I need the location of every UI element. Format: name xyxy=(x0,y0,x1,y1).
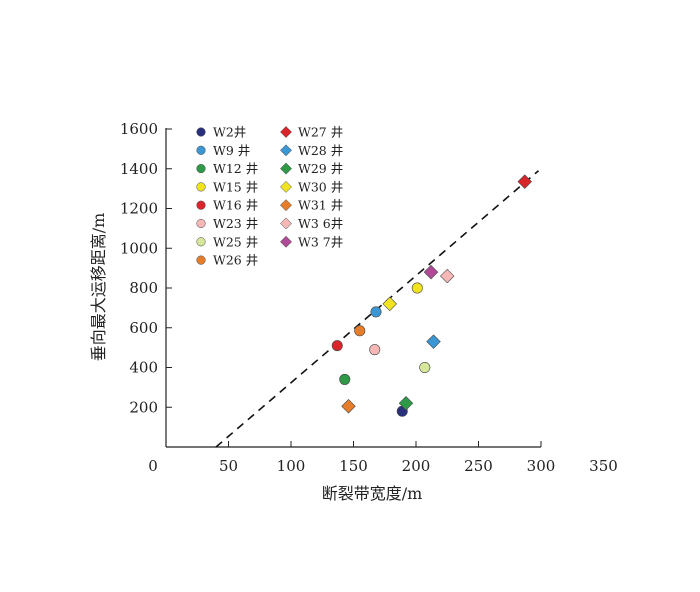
x-axis-title: 断裂带宽度/m xyxy=(322,484,423,503)
y-tick-label: 1600 xyxy=(120,120,158,138)
x-tick-label: 100 xyxy=(277,457,306,475)
legend-entry-w25: W25 井 xyxy=(196,234,258,249)
legend-marker xyxy=(196,200,206,210)
axes: 0 50 100 150 200 250 300 350 200 400 600 800 1000 120… xyxy=(89,120,618,503)
legend-label: W23 井 xyxy=(213,216,258,231)
legend-entry-w16: W16 井 xyxy=(196,198,258,213)
legend-label: W2井 xyxy=(213,125,246,140)
legend-marker xyxy=(196,164,206,174)
legend-label: W3 7井 xyxy=(298,234,343,249)
data-point-w28 xyxy=(426,334,441,349)
legend-entry-w23: W23 井 xyxy=(196,216,258,231)
data-point-w16 xyxy=(331,340,343,352)
y-tick-label: 600 xyxy=(129,319,158,337)
x-tick-label: 350 xyxy=(589,457,618,475)
data-point-w26 xyxy=(354,325,366,337)
legend-entry-w9: W9 井 xyxy=(196,143,250,158)
data-point-w9 xyxy=(370,306,382,318)
x-tick-label: 50 xyxy=(219,457,238,475)
legend-label: W12 井 xyxy=(213,161,258,176)
x-tick-label: 250 xyxy=(464,457,493,475)
y-tick-label: 200 xyxy=(129,398,158,416)
legend-marker xyxy=(280,162,292,175)
legend-marker xyxy=(196,237,206,247)
legend-label: W29 井 xyxy=(298,161,343,176)
legend-label: W15 井 xyxy=(213,179,258,194)
legend-entry-w27: W27 井 xyxy=(280,125,343,140)
legend-entry-w37: W3 7井 xyxy=(280,234,343,249)
legend-entry-w26: W26 井 xyxy=(196,253,258,268)
legend-label: W27 井 xyxy=(298,125,343,140)
legend: W2井 W9 井 W12 井 W15 井 W16 井 W23 井 W25 井 W26 井 W27… xyxy=(196,125,343,268)
x-tick-label: 200 xyxy=(402,457,431,475)
legend-entry-w2: W2井 xyxy=(196,125,246,140)
legend-label: W25 井 xyxy=(213,234,258,249)
legend-marker xyxy=(196,182,206,192)
y-tick-label: 400 xyxy=(129,359,158,377)
data-point-w30 xyxy=(382,296,397,312)
legend-marker xyxy=(280,126,292,138)
data-point-w29 xyxy=(398,396,414,411)
data-point-w31 xyxy=(341,399,356,414)
y-axis-title: 垂向最大运移距离/m xyxy=(89,213,108,362)
x-tick-label: 0 xyxy=(148,457,158,475)
legend-marker xyxy=(280,199,292,212)
data-point-w27 xyxy=(517,174,532,189)
data-point-w15 xyxy=(411,282,423,294)
legend-entry-w31: W31 井 xyxy=(280,198,343,213)
y-tick-label: 1200 xyxy=(120,200,158,218)
legend-label: W28 井 xyxy=(298,143,343,158)
data-point-w36 xyxy=(440,268,455,284)
x-tick-label: 300 xyxy=(527,457,556,475)
legend-entry-w28: W28 井 xyxy=(280,143,343,158)
y-tick-label: 1400 xyxy=(120,160,158,178)
data-point-w25 xyxy=(419,361,431,373)
x-tick-label: 150 xyxy=(339,457,368,475)
legend-marker xyxy=(280,180,292,193)
legend-label: W30 井 xyxy=(298,179,343,194)
legend-label: W31 井 xyxy=(298,198,343,213)
data-point-w37 xyxy=(423,264,439,280)
y-tick-label: 1000 xyxy=(120,239,158,257)
y-tick-label: 800 xyxy=(129,279,158,297)
legend-label: W16 井 xyxy=(213,198,258,213)
legend-marker xyxy=(196,255,206,265)
legend-marker xyxy=(196,218,206,229)
legend-marker xyxy=(196,127,206,137)
legend-label: W9 井 xyxy=(213,143,250,158)
legend-label: W3 6井 xyxy=(298,216,343,231)
legend-marker xyxy=(280,217,292,230)
legend-entry-w30: W30 井 xyxy=(280,179,343,194)
legend-label: W26 井 xyxy=(213,253,258,268)
data-point-w12 xyxy=(339,373,351,385)
legend-entry-w29: W29 井 xyxy=(280,161,343,176)
points-layer xyxy=(331,174,532,417)
legend-marker xyxy=(280,235,292,248)
legend-entry-w15: W15 井 xyxy=(196,179,258,194)
legend-marker xyxy=(280,144,292,157)
data-point-w23 xyxy=(369,344,381,356)
legend-marker xyxy=(196,145,206,155)
legend-entry-w36: W3 6井 xyxy=(280,216,343,231)
legend-entry-w12: W12 井 xyxy=(196,161,258,176)
